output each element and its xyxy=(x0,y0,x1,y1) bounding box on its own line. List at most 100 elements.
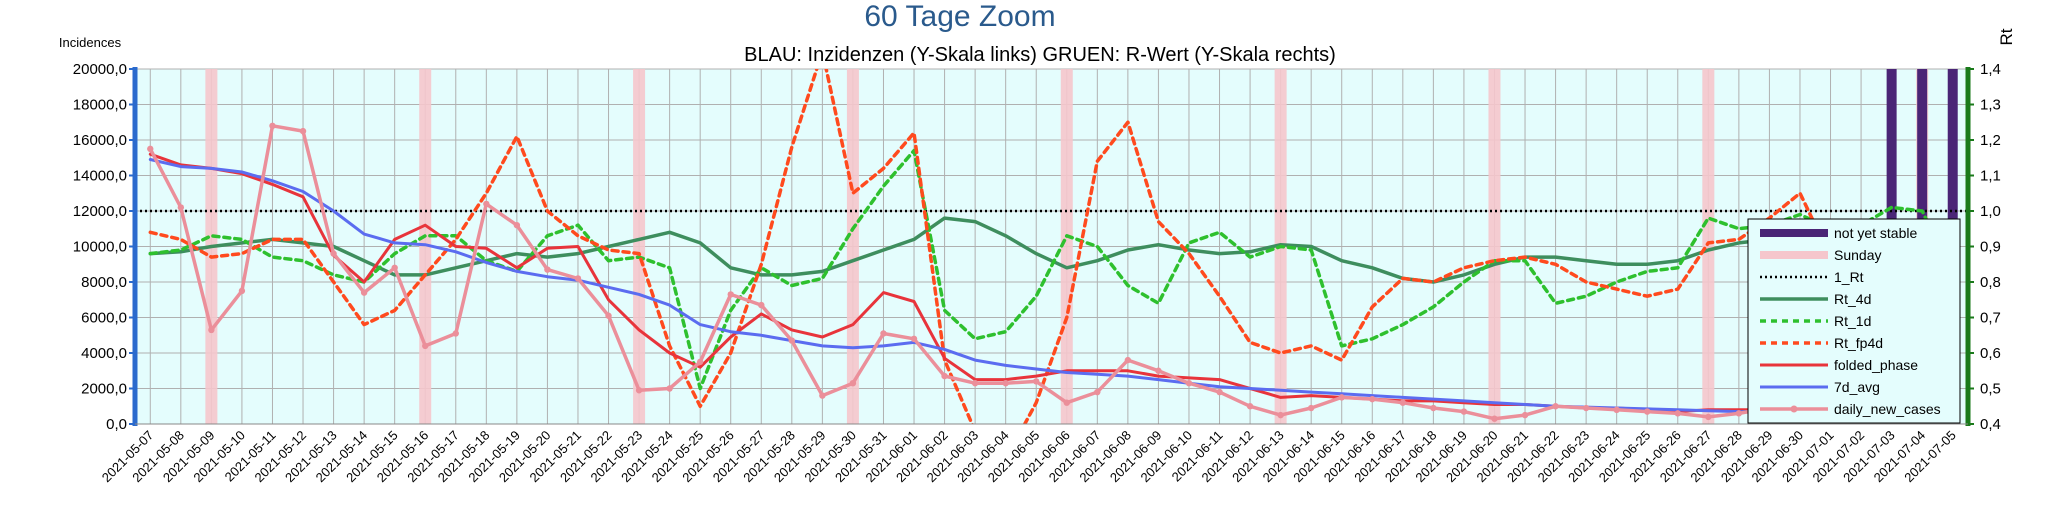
point-daily-new-cases xyxy=(1552,403,1559,410)
legend-label-rt-4d: Rt_4d xyxy=(1834,291,1871,307)
point-daily-new-cases xyxy=(941,372,948,380)
point-daily-new-cases xyxy=(238,287,246,295)
y2-axis-title: Rt xyxy=(1997,28,2016,45)
y2-tick-label: 1,0 xyxy=(1980,203,2001,220)
y2-tick-label: 1,1 xyxy=(1980,168,2001,185)
series-7d-avg xyxy=(148,158,1955,421)
legend-label-rt-1d: Rt_1d xyxy=(1834,313,1871,329)
y-tick-label: 6000,0 xyxy=(81,310,127,327)
point-daily-new-cases xyxy=(819,392,826,399)
series-rt-4d xyxy=(148,216,1955,284)
point-daily-new-cases xyxy=(1216,388,1223,396)
series-rt-fp4d xyxy=(148,69,1955,424)
point-daily-new-cases xyxy=(1460,408,1468,415)
point-daily-new-cases xyxy=(177,204,185,211)
point-daily-new-cases xyxy=(360,289,368,296)
point-daily-new-cases xyxy=(666,385,673,392)
point-daily-new-cases xyxy=(788,337,796,344)
y2-tick-label: 0,9 xyxy=(1980,239,2001,256)
point-daily-new-cases xyxy=(1399,399,1407,406)
point-daily-new-cases xyxy=(1582,404,1590,412)
point-daily-new-cases xyxy=(1002,379,1009,387)
point-daily-new-cases xyxy=(1644,408,1651,415)
point-daily-new-cases xyxy=(696,358,704,366)
y2-tick-label: 0,8 xyxy=(1980,274,2001,291)
point-daily-new-cases xyxy=(1124,356,1132,364)
legend-label-sunday: Sunday xyxy=(1834,247,1881,263)
chart-title: 60 Tage Zoom xyxy=(864,0,1055,33)
point-daily-new-cases xyxy=(605,312,612,319)
point-daily-new-cases xyxy=(1063,399,1070,406)
y2-tick-label: 1,3 xyxy=(1980,97,2001,114)
point-daily-new-cases xyxy=(635,387,643,394)
point-daily-new-cases xyxy=(1094,388,1101,396)
point-daily-new-cases xyxy=(1430,404,1437,412)
y-tick-label: 4000,0 xyxy=(81,345,127,362)
point-daily-new-cases xyxy=(1369,395,1376,403)
point-daily-new-cases xyxy=(1674,410,1681,417)
point-daily-new-cases xyxy=(208,326,215,334)
point-daily-new-cases xyxy=(574,275,582,282)
y2-tick-label: 0,6 xyxy=(1980,345,2001,362)
legend-label-1-rt: 1_Rt xyxy=(1834,269,1864,285)
point-daily-new-cases xyxy=(1246,403,1254,410)
point-daily-new-cases xyxy=(971,379,979,387)
point-daily-new-cases xyxy=(880,330,887,337)
point-daily-new-cases xyxy=(1307,404,1315,412)
point-daily-new-cases xyxy=(299,127,307,135)
point-daily-new-cases xyxy=(1033,378,1040,385)
sunday-band xyxy=(1702,69,1715,424)
point-daily-new-cases xyxy=(849,379,857,387)
sunday-band xyxy=(633,69,646,424)
legend-label-7d-avg: 7d_avg xyxy=(1834,379,1880,395)
legend-label-not-yet-stable: not yet stable xyxy=(1834,225,1917,241)
point-daily-new-cases xyxy=(422,342,429,350)
y2-tick-label: 0,7 xyxy=(1980,310,2001,327)
y-axis-title: Incidences xyxy=(59,35,122,50)
series-daily-new-cases xyxy=(148,124,1955,421)
y-tick-label: 20000,0 xyxy=(73,61,127,78)
y2-tick-label: 0,5 xyxy=(1980,381,2001,398)
sunday-band xyxy=(846,69,859,424)
point-daily-new-cases xyxy=(544,266,551,273)
point-daily-new-cases xyxy=(910,335,918,342)
point-daily-new-cases xyxy=(391,264,398,271)
y2-tick-label: 1,4 xyxy=(1980,61,2001,78)
y-tick-label: 14000,0 xyxy=(73,168,127,185)
y-tick-label: 0,0 xyxy=(106,416,127,433)
point-daily-new-cases xyxy=(147,145,154,153)
point-daily-new-cases xyxy=(1735,410,1743,417)
legend-label-rt-fp4d: Rt_fp4d xyxy=(1834,335,1883,351)
series-rt-1d xyxy=(148,148,1955,391)
point-daily-new-cases xyxy=(269,122,276,129)
y-tick-label: 16000,0 xyxy=(73,132,127,149)
point-daily-new-cases xyxy=(330,250,337,257)
y-tick-label: 8000,0 xyxy=(81,274,127,291)
y-tick-label: 10000,0 xyxy=(73,239,127,256)
point-daily-new-cases xyxy=(758,301,765,309)
y2-tick-label: 1,2 xyxy=(1980,132,2001,149)
chart-subtitle: BLAU: Inzidenzen (Y-Skala links) GRUEN: … xyxy=(744,44,1336,66)
point-daily-new-cases xyxy=(483,200,490,208)
y-tick-label: 12000,0 xyxy=(73,203,127,220)
legend-marker-daily-new-cases xyxy=(1790,405,1798,413)
point-daily-new-cases xyxy=(513,222,521,229)
point-daily-new-cases xyxy=(1491,415,1498,422)
point-daily-new-cases xyxy=(727,291,734,298)
point-daily-new-cases xyxy=(1338,394,1345,401)
y-tick-label: 18000,0 xyxy=(73,97,127,114)
legend-label-folded-phase: folded_phase xyxy=(1834,357,1918,373)
y2-tick-label: 0,4 xyxy=(1980,416,2001,433)
point-daily-new-cases xyxy=(1277,411,1284,419)
sunday-band xyxy=(1060,69,1073,424)
legend: not yet stable Sunday 1_Rt Rt_4d Rt_1d Rt_fp4… xyxy=(1747,218,1961,424)
point-daily-new-cases xyxy=(1613,406,1620,413)
point-daily-new-cases xyxy=(1155,367,1162,374)
point-daily-new-cases xyxy=(452,330,459,337)
point-daily-new-cases xyxy=(1521,411,1529,419)
point-daily-new-cases xyxy=(1185,379,1193,387)
sunday-band xyxy=(1488,69,1501,424)
y-tick-label: 2000,0 xyxy=(81,381,127,398)
legend-label-daily-new-cases: daily_new_cases xyxy=(1834,401,1941,417)
